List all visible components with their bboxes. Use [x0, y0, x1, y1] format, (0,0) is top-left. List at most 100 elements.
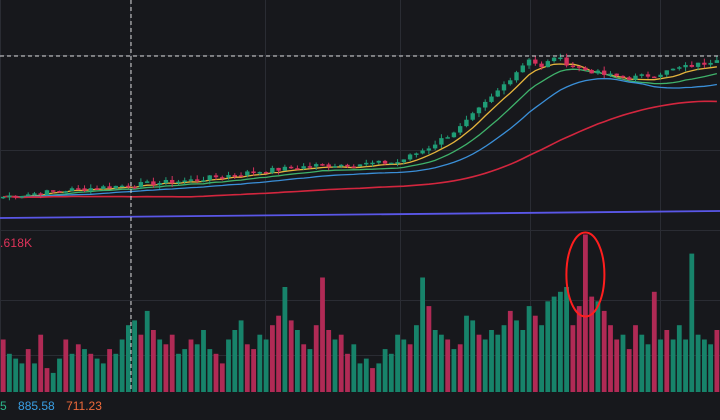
volume-bar: [601, 310, 607, 392]
candle: [614, 73, 619, 78]
volume-bar: [288, 320, 294, 392]
candle-body: [539, 63, 544, 68]
candle-body: [332, 166, 338, 168]
annotations: [565, 231, 606, 318]
volume-bar: [570, 325, 576, 392]
candle: [389, 162, 394, 165]
candle: [295, 165, 300, 170]
candle: [714, 56, 720, 63]
candle: [245, 169, 250, 178]
candle: [583, 66, 588, 72]
volume-bar: [576, 306, 582, 392]
volume-bar: [489, 330, 494, 392]
candle-body: [439, 138, 444, 145]
candle: [652, 76, 657, 79]
candle-body: [169, 179, 175, 184]
volume-bar: [100, 363, 106, 392]
volume-bar: [683, 339, 688, 392]
candle-body: [545, 61, 551, 68]
volume-bar: [370, 368, 375, 392]
candle-body: [101, 186, 106, 189]
candle: [489, 93, 494, 104]
volume-bar: [7, 353, 12, 392]
candle-body: [251, 171, 256, 173]
volume-bar: [151, 330, 156, 392]
volume-bar: [13, 358, 19, 392]
candle: [376, 160, 381, 165]
candle-body: [533, 59, 538, 64]
candle-body: [633, 75, 638, 80]
volume-bar: [395, 334, 400, 392]
volume-bar: [589, 296, 595, 392]
candle: [514, 70, 519, 83]
volume-bar: [695, 334, 701, 392]
candle-body: [351, 166, 356, 168]
candle: [76, 185, 81, 191]
volume-bar: [551, 296, 557, 392]
volume-bar: [420, 277, 425, 392]
volume-bar: [376, 363, 382, 392]
candle-body: [345, 164, 350, 167]
volume-bar: [94, 358, 100, 392]
candle-body: [313, 164, 319, 167]
candle-body: [257, 172, 263, 174]
candle-body: [677, 67, 682, 69]
volume-bar: [545, 301, 551, 392]
ma-indigo-line: [0, 210, 720, 219]
candle-body: [564, 57, 569, 66]
candle-body: [207, 175, 212, 181]
candle: [57, 190, 62, 193]
moving-average-lines: [0, 63, 720, 219]
candle-body: [288, 166, 294, 169]
volume-bar: [670, 339, 676, 392]
candle-body: [426, 148, 432, 151]
candle-body: [683, 64, 688, 68]
candle: [19, 195, 25, 199]
candle: [263, 171, 269, 174]
ma-blue-line: [3, 77, 718, 198]
volume-bar: [633, 325, 638, 392]
candle: [126, 183, 131, 189]
candle: [520, 63, 525, 73]
candle-body: [595, 70, 601, 74]
volume-bar: [426, 306, 432, 392]
candle-body: [432, 144, 438, 149]
candle-body: [7, 195, 12, 198]
candle: [107, 182, 112, 189]
volume-bar: [282, 287, 288, 392]
volume-bar: [25, 349, 31, 392]
volume-bar: [514, 320, 519, 392]
volume-bar: [107, 349, 112, 392]
candle: [595, 69, 601, 75]
candle: [407, 153, 413, 161]
volume-bar: [332, 339, 338, 392]
ma-green-line: [3, 68, 718, 198]
volume-bar: [270, 325, 275, 392]
candle: [370, 160, 375, 167]
candle-body: [652, 76, 657, 79]
candle: [257, 171, 263, 176]
candle: [620, 75, 626, 80]
candle: [51, 190, 56, 194]
candle: [339, 164, 344, 169]
candle: [119, 184, 125, 188]
candle-body: [238, 175, 244, 177]
candle: [213, 173, 219, 180]
ma-readout-value-2: 885.58: [18, 399, 55, 413]
volume-bar: [219, 363, 225, 392]
candle: [7, 192, 12, 201]
candle-body: [401, 159, 407, 163]
volume-bar: [407, 344, 413, 392]
candle: [501, 81, 507, 95]
candle-body: [689, 64, 695, 67]
volume-bar: [295, 330, 300, 392]
volume-bar: [564, 287, 569, 392]
candle-body: [382, 160, 388, 164]
candle-body: [658, 74, 663, 78]
candle: [639, 73, 644, 79]
volume-bar: [313, 325, 319, 392]
candle-body: [226, 175, 231, 178]
candle: [169, 175, 175, 187]
candle: [307, 162, 313, 170]
